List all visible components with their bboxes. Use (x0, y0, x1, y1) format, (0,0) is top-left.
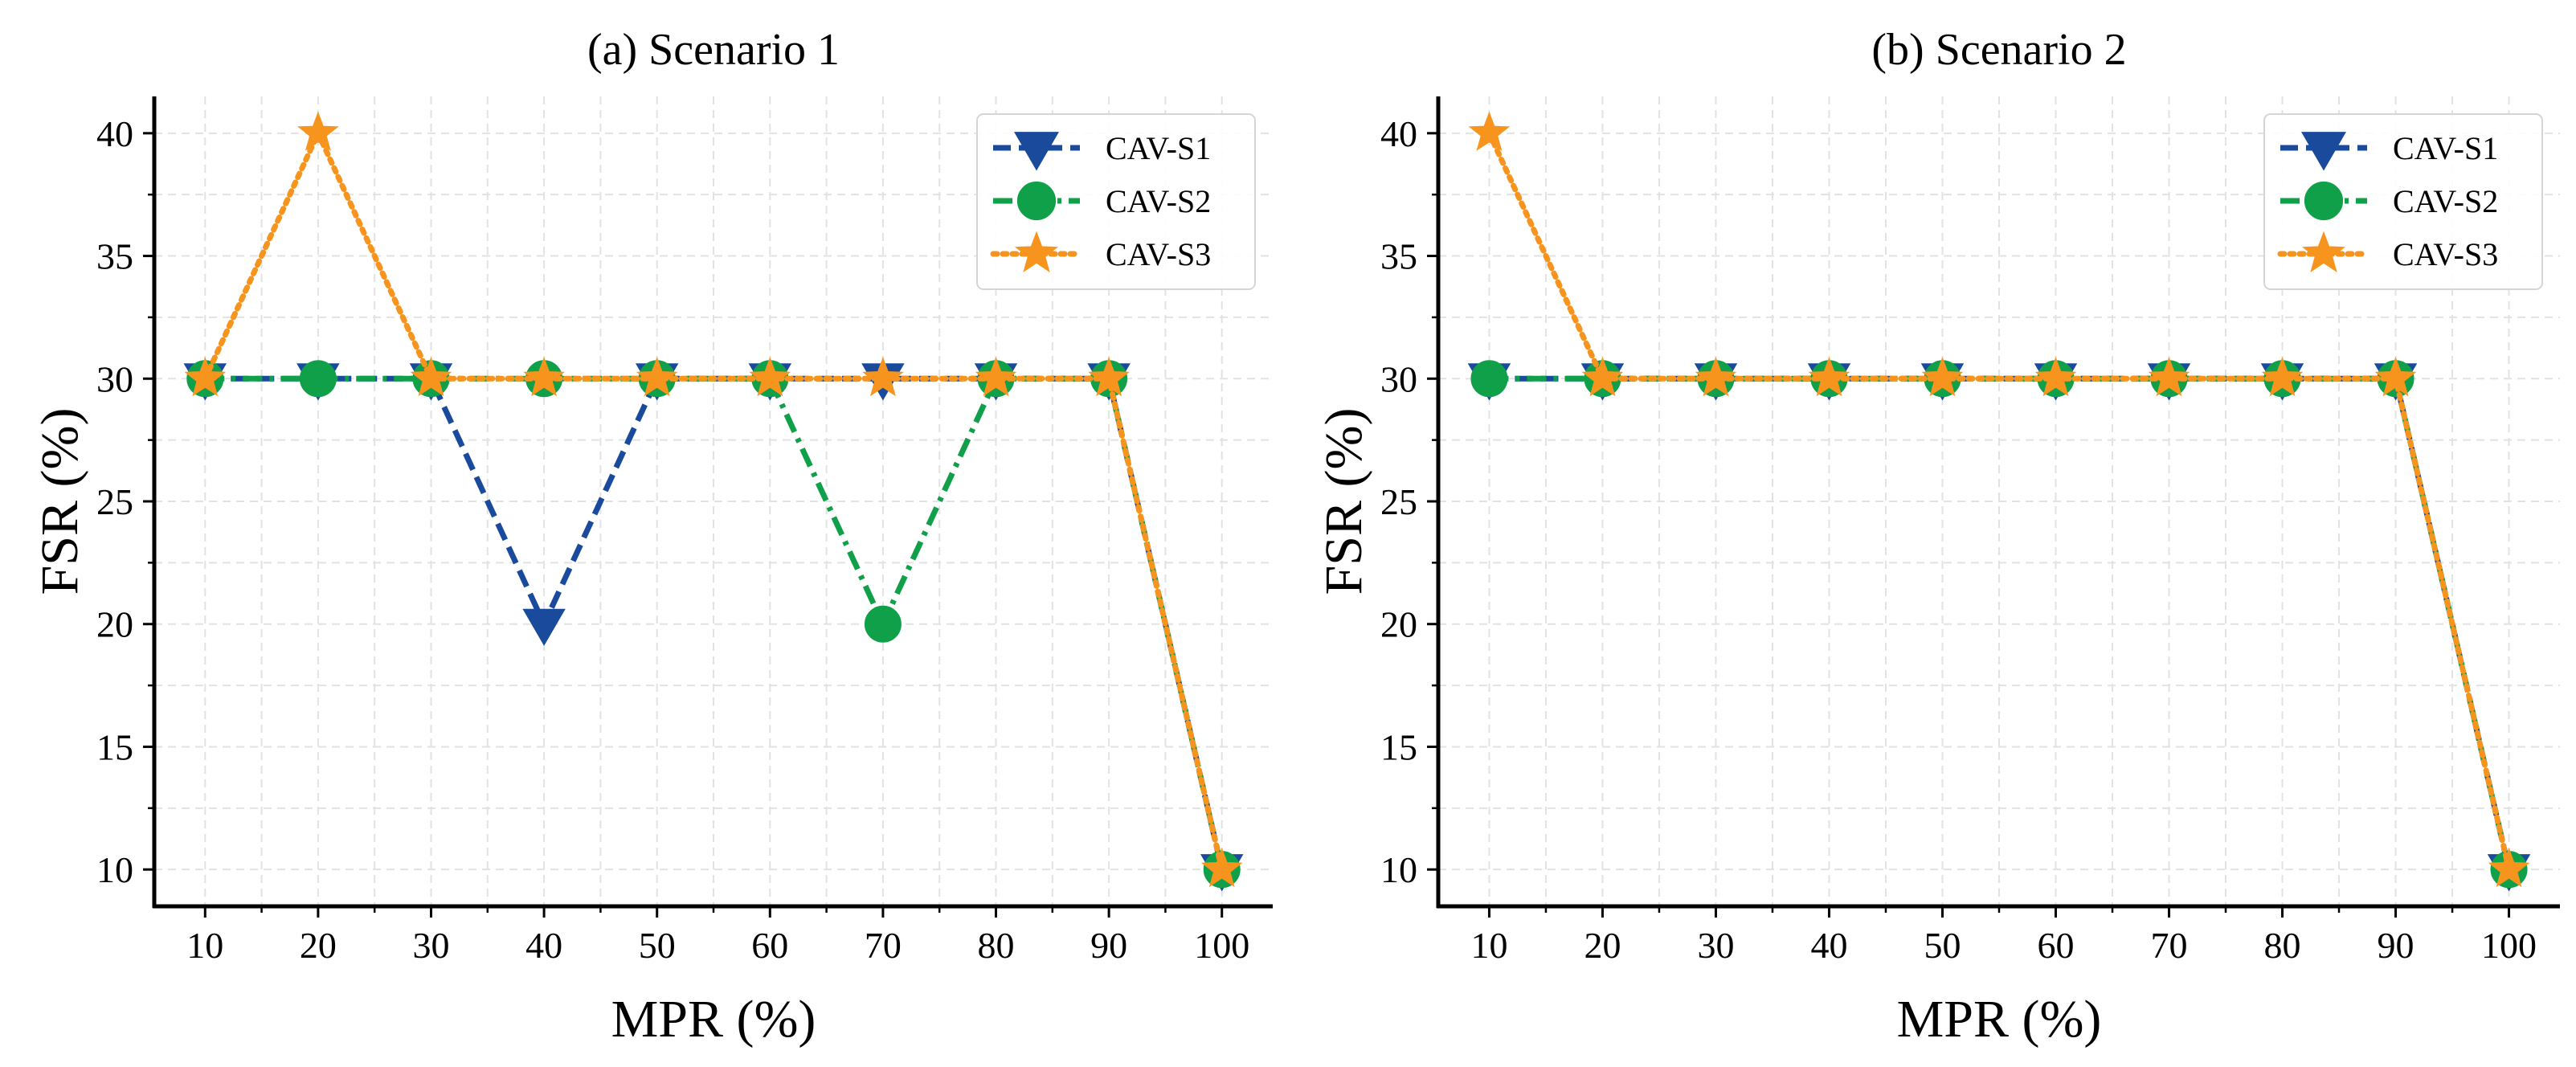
chart-title: (b) Scenario 2 (1871, 25, 2126, 75)
x-tick-label: 20 (1584, 925, 1621, 966)
y-tick-label: 35 (1380, 236, 1417, 277)
data-point (1470, 360, 1508, 398)
legend-box (976, 113, 1256, 290)
x-tick-label: 90 (1090, 925, 1127, 966)
data-point (2261, 357, 2304, 397)
y-tick-label: 30 (96, 358, 133, 399)
y-tick-label: 10 (96, 849, 133, 890)
x-tick-label: 30 (1697, 925, 1734, 966)
x-tick-label: 100 (1194, 925, 1249, 966)
y-tick-label: 20 (1380, 604, 1417, 645)
data-point (862, 357, 904, 397)
data-point (2034, 357, 2077, 397)
x-tick-label: 50 (1924, 925, 1961, 966)
y-tick-label: 40 (96, 113, 133, 154)
legend: CAV-S1 CAV-S2 CAV-S3 (2263, 113, 2543, 290)
data-point (1695, 357, 1737, 397)
legend-marker (2304, 181, 2344, 221)
legend-item: CAV-S2 (993, 181, 1211, 221)
chart-panel-scenario-2: 10 20 30 40 50 60 70 80 90 100 10 15 20 25 30 35 40 (b) S… (1315, 25, 2560, 1049)
data-point (410, 357, 452, 397)
legend-label: CAV-S2 (2393, 183, 2498, 219)
legend-label: CAV-S3 (1106, 236, 1211, 272)
x-tick-label: 70 (2151, 925, 2188, 966)
data-point (864, 605, 902, 643)
y-axis-label: FSR (%) (1315, 408, 1373, 595)
x-tick-label: 10 (186, 925, 223, 966)
data-point (636, 357, 678, 397)
data-point (2374, 357, 2417, 397)
series-line (202, 130, 1225, 873)
series-line (1486, 130, 2513, 873)
data-point (522, 608, 566, 646)
legend-item: CAV-S1 (993, 130, 1211, 171)
legend-label: CAV-S3 (2393, 236, 2498, 272)
legend-label: CAV-S2 (1106, 183, 1211, 219)
data-point (297, 111, 339, 151)
x-axis-label: MPR (%) (611, 990, 816, 1049)
legend-label: CAV-S1 (1106, 130, 1211, 166)
x-tick-label: 90 (2378, 925, 2414, 966)
legend-item: CAV-S2 (2280, 181, 2498, 221)
chart-panel-scenario-1: 10 20 30 40 50 60 70 80 90 100 10 15 20 25 30 35 40 (a) S… (31, 25, 1273, 1049)
data-point (184, 357, 227, 397)
data-point (975, 357, 1017, 397)
legend-marker (1014, 132, 1059, 171)
y-tick-label: 40 (1380, 113, 1417, 154)
x-tick-label: 10 (1470, 925, 1507, 966)
legend: CAV-S1 CAV-S2 CAV-S3 (976, 113, 1256, 290)
y-tick-label: 25 (96, 481, 133, 522)
series-cav-s3 (1468, 111, 2530, 888)
y-tick-label: 20 (96, 604, 133, 645)
x-tick-label: 70 (865, 925, 902, 966)
x-tick-label: 50 (639, 925, 676, 966)
legend-item: CAV-S1 (2280, 130, 2498, 171)
x-tick-label: 40 (1810, 925, 1847, 966)
y-tick-label: 35 (96, 236, 133, 277)
x-tick-label: 60 (2038, 925, 2075, 966)
x-axis-label: MPR (%) (1897, 990, 2102, 1049)
y-tick-label: 15 (96, 726, 133, 767)
legend-label: CAV-S1 (2393, 130, 2498, 166)
data-point (523, 357, 565, 397)
legend-item: CAV-S3 (2277, 231, 2498, 272)
y-tick-label: 30 (1380, 358, 1417, 399)
data-point (1200, 848, 1243, 888)
y-axis-label: FSR (%) (31, 408, 89, 595)
x-tick-label: 30 (412, 925, 449, 966)
x-tick-label: 100 (2481, 925, 2537, 966)
data-point (2148, 357, 2190, 397)
legend-marker (1016, 181, 1057, 221)
x-tick-label: 80 (978, 925, 1015, 966)
legend-marker (2301, 231, 2346, 272)
data-point (2488, 848, 2530, 888)
y-tick-label: 25 (1380, 481, 1417, 522)
legend-marker (1014, 231, 1059, 272)
data-point (1088, 357, 1130, 397)
y-tick-label: 15 (1380, 726, 1417, 767)
x-tick-label: 60 (751, 925, 788, 966)
x-tick-label: 20 (300, 925, 337, 966)
data-point (749, 357, 791, 397)
data-point (1581, 357, 1624, 397)
x-tick-label: 40 (525, 925, 562, 966)
legend-marker (2301, 132, 2346, 171)
series-cav-s3 (184, 111, 1243, 888)
chart-title: (a) Scenario 1 (587, 25, 840, 75)
x-tick-label: 80 (2264, 925, 2301, 966)
data-point (299, 360, 337, 398)
data-point (1921, 357, 1964, 397)
legend-item: CAV-S3 (990, 231, 1211, 272)
legend-box (2263, 113, 2543, 290)
data-point (1808, 357, 1850, 397)
y-tick-label: 10 (1380, 849, 1417, 890)
data-point (1468, 111, 1511, 151)
